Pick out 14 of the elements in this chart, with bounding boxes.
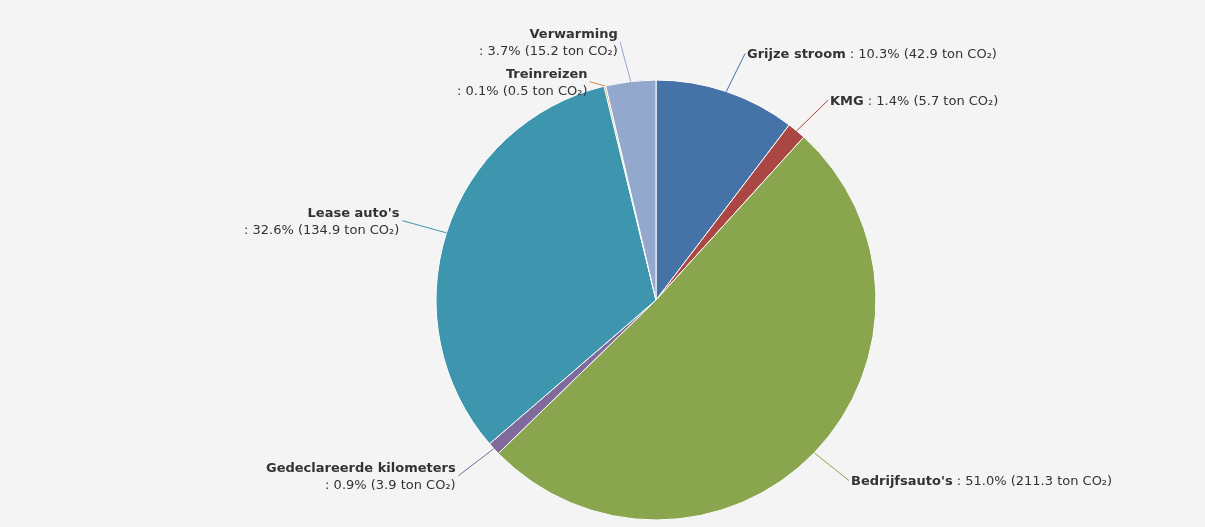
data-label: : 32.6% (134.9 ton CO₂)	[244, 221, 400, 237]
data-label: : 3.7% (15.2 ton CO₂)	[479, 42, 618, 58]
data-label: : 1.4% (5.7 ton CO₂)	[867, 93, 999, 108]
data-label: : 51.0% (211.3 ton CO₂)	[956, 473, 1113, 488]
data-label: : 0.9% (3.9 ton CO₂)	[325, 476, 456, 492]
data-label: : 0.1% (0.5 ton CO₂)	[457, 82, 588, 98]
slice-label: KMG	[830, 93, 864, 108]
slice-label: Gedeclareerde kilometers	[266, 460, 456, 475]
slice-label: Bedrijfsauto's	[851, 473, 953, 488]
slice-label: Treinreizen	[505, 66, 588, 81]
slice-label: Verwarming	[529, 26, 618, 41]
slice-label: Lease auto's	[307, 205, 400, 220]
data-label: : 10.3% (42.9 ton CO₂)	[849, 46, 997, 61]
slice-label: Grijze stroom	[747, 46, 846, 61]
